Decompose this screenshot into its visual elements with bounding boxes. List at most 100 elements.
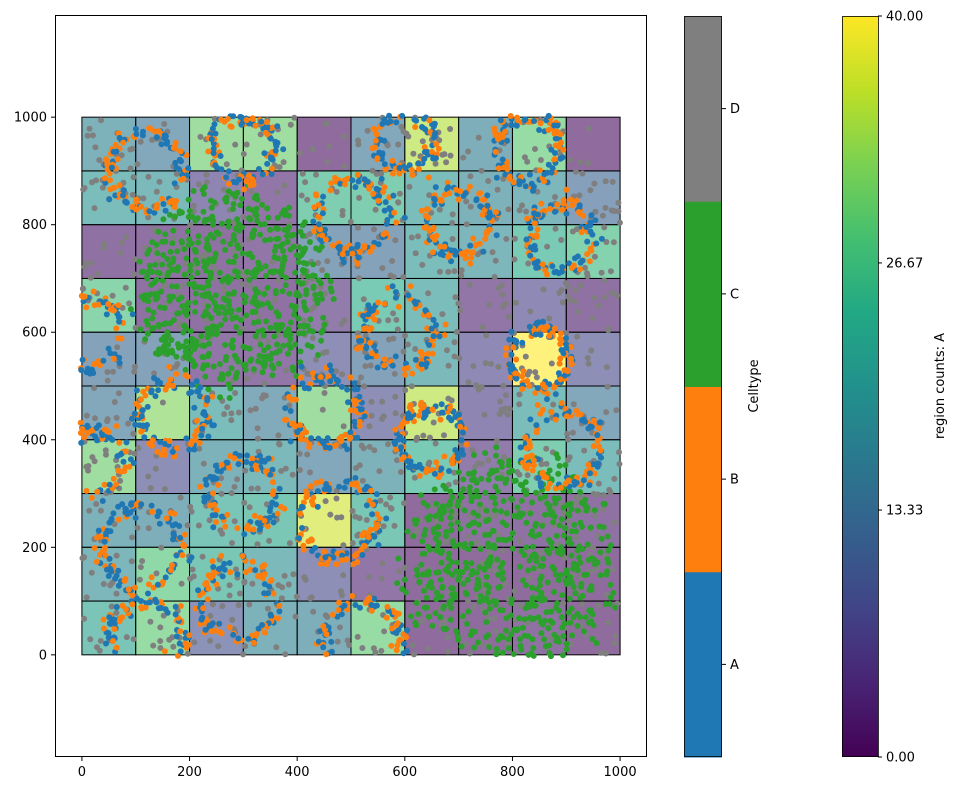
point-celltype-A [452, 414, 459, 420]
point-celltype-C [471, 529, 478, 536]
point-celltype-D [465, 148, 472, 155]
point-celltype-B [498, 134, 504, 141]
point-celltype-D [492, 257, 499, 264]
point-celltype-D [280, 159, 287, 166]
point-celltype-A [132, 514, 139, 521]
point-celltype-D [321, 290, 328, 297]
point-celltype-B [558, 400, 565, 407]
point-celltype-A [144, 403, 151, 410]
point-celltype-B [492, 129, 499, 136]
point-celltype-C [517, 636, 523, 643]
point-celltype-D [524, 158, 531, 165]
point-celltype-A [128, 501, 134, 508]
point-celltype-B [417, 348, 424, 355]
point-celltype-B [556, 360, 563, 367]
point-celltype-C [273, 236, 280, 242]
point-celltype-D [334, 638, 341, 645]
point-celltype-A [124, 511, 131, 518]
point-celltype-D [137, 138, 144, 145]
point-celltype-B [99, 548, 106, 555]
point-celltype-A [299, 525, 305, 531]
point-celltype-D [458, 267, 465, 274]
point-celltype-C [482, 532, 489, 538]
point-celltype-A [536, 127, 543, 133]
point-celltype-D [574, 333, 581, 340]
point-celltype-C [577, 594, 584, 601]
point-celltype-C [285, 341, 292, 348]
point-celltype-C [507, 535, 514, 542]
point-celltype-C [149, 269, 156, 275]
point-celltype-A [438, 465, 445, 472]
point-celltype-B [115, 130, 122, 137]
point-celltype-D [467, 203, 474, 210]
point-celltype-A [390, 192, 397, 199]
point-celltype-C [259, 360, 266, 367]
point-celltype-C [474, 512, 481, 519]
point-celltype-B [218, 630, 225, 637]
point-celltype-D [117, 477, 124, 484]
point-celltype-C [555, 577, 562, 584]
point-celltype-B [292, 396, 299, 403]
point-celltype-A [395, 626, 402, 633]
point-celltype-D [276, 440, 282, 447]
point-celltype-C [546, 536, 552, 543]
point-celltype-A [107, 528, 114, 535]
point-celltype-D [439, 151, 446, 158]
point-celltype-B [366, 185, 373, 192]
point-celltype-C [226, 395, 233, 401]
point-celltype-A [241, 531, 248, 538]
point-celltype-C [465, 608, 472, 615]
point-celltype-C [492, 507, 498, 514]
point-celltype-D [561, 554, 568, 561]
point-celltype-D [333, 495, 340, 502]
point-celltype-C [612, 604, 619, 611]
point-celltype-D [366, 573, 373, 580]
point-celltype-D [604, 383, 611, 390]
point-celltype-B [129, 592, 136, 599]
point-celltype-C [568, 552, 575, 559]
point-celltype-B [532, 390, 539, 396]
point-celltype-B [409, 172, 416, 179]
point-celltype-C [461, 544, 468, 551]
point-celltype-B [374, 155, 381, 162]
point-celltype-C [529, 499, 535, 506]
point-celltype-C [189, 337, 196, 344]
point-celltype-D [178, 580, 185, 587]
point-celltype-D [215, 643, 222, 650]
point-celltype-C [327, 278, 334, 285]
point-celltype-C [565, 609, 572, 616]
point-celltype-B [114, 156, 121, 163]
point-celltype-A [423, 360, 430, 367]
point-celltype-B [539, 381, 546, 388]
point-celltype-C [206, 350, 212, 357]
point-celltype-D [376, 468, 383, 475]
point-celltype-A [513, 375, 520, 382]
point-celltype-B [100, 625, 107, 632]
point-celltype-D [409, 642, 416, 649]
point-celltype-D [190, 202, 197, 209]
point-celltype-D [411, 651, 417, 658]
point-celltype-A [477, 203, 484, 210]
point-celltype-D [483, 332, 490, 339]
point-celltype-C [473, 487, 480, 494]
point-celltype-D [229, 616, 236, 623]
point-celltype-A [587, 470, 593, 477]
point-celltype-B [384, 603, 391, 610]
point-celltype-C [429, 622, 436, 629]
point-celltype-C [222, 246, 229, 253]
point-celltype-C [418, 492, 424, 499]
point-celltype-A [129, 311, 136, 318]
point-celltype-D [93, 501, 100, 507]
point-celltype-C [438, 559, 445, 566]
point-celltype-B [510, 344, 517, 351]
point-celltype-C [224, 273, 231, 280]
point-celltype-A [266, 508, 273, 515]
point-celltype-C [208, 295, 214, 301]
point-celltype-A [533, 422, 540, 429]
point-celltype-A [341, 602, 348, 609]
point-celltype-C [551, 589, 557, 595]
point-celltype-B [348, 481, 355, 488]
point-celltype-C [309, 328, 316, 335]
point-celltype-C [457, 525, 464, 532]
